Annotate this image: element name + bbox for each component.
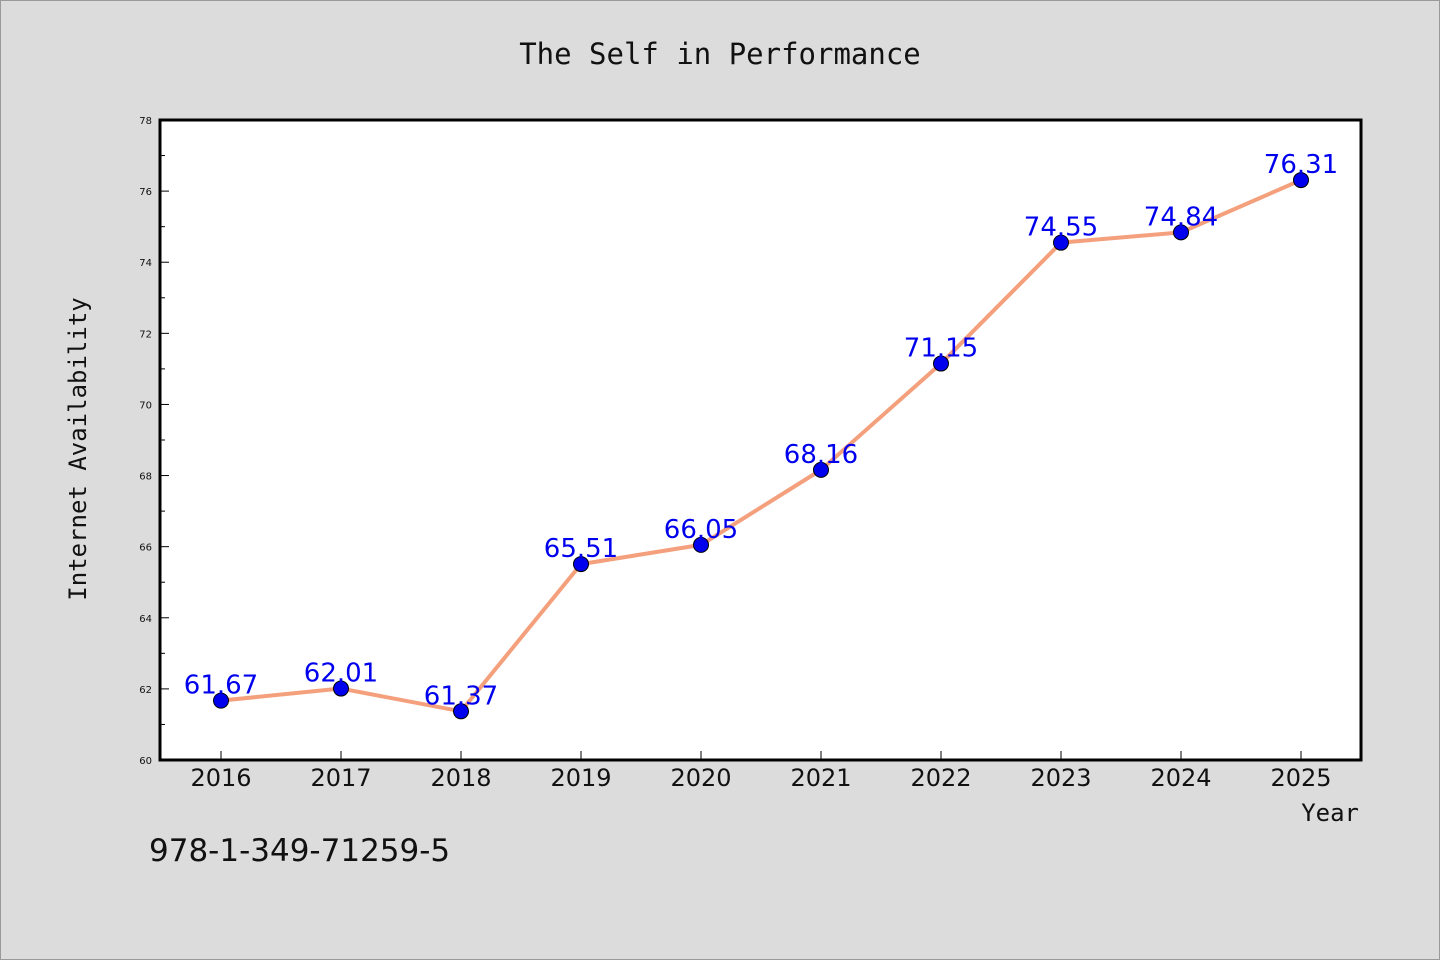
x-tick-label: 2018 — [430, 764, 491, 792]
y-tick-label: 72 — [139, 329, 152, 340]
data-point — [1293, 172, 1309, 189]
x-tick-label: 2019 — [550, 764, 611, 792]
data-label: 74.55 — [1024, 213, 1098, 243]
x-tick-label: 2024 — [1150, 764, 1211, 792]
data-label: 66.05 — [664, 515, 738, 545]
series-line — [220, 178, 1302, 714]
data-label: 65.51 — [544, 534, 618, 564]
y-axis-label: Internet Availability — [64, 297, 92, 600]
y-tick-label: 62 — [139, 685, 152, 696]
data-label: 62.01 — [304, 659, 378, 689]
data-point — [1053, 234, 1069, 251]
data-point — [1173, 224, 1189, 241]
x-axis-label: Year — [1301, 799, 1359, 827]
series-markers — [213, 172, 1309, 720]
y-tick-label: 78 — [139, 116, 152, 127]
data-label: 61.37 — [424, 681, 498, 711]
y-axis: 60 62 64 66 68 70 72 74 76 78 — [139, 116, 169, 767]
data-label: 61.67 — [184, 671, 258, 701]
x-axis: 2016 2017 2018 2019 2020 2021 2022 2023 2024 2025 — [190, 751, 1332, 792]
data-point — [693, 536, 709, 553]
x-tick-label: 2023 — [1030, 764, 1091, 792]
y-tick-label: 74 — [139, 258, 152, 269]
data-label: 68.16 — [784, 440, 858, 470]
data-point — [453, 703, 469, 720]
x-tick-label: 2016 — [190, 764, 251, 792]
x-tick-label: 2025 — [1270, 764, 1331, 792]
y-tick-label: 60 — [139, 756, 152, 767]
data-labels: 61.67 62.01 61.37 65.51 66.05 68.16 71.15 74.55… — [184, 150, 1338, 711]
data-label: 74.84 — [1144, 202, 1218, 232]
data-label: 71.15 — [904, 334, 978, 364]
y-tick-label: 76 — [139, 187, 152, 198]
chart-title: The Self in Performance — [519, 37, 921, 71]
y-tick-label: 64 — [139, 614, 152, 625]
isbn-text: 978-1-349-71259-5 — [149, 833, 451, 869]
x-tick-label: 2020 — [670, 764, 731, 792]
y-tick-label: 70 — [139, 400, 152, 411]
data-label: 76.31 — [1264, 150, 1338, 180]
data-point — [333, 680, 349, 697]
y-tick-label: 68 — [139, 472, 152, 483]
data-point — [213, 692, 229, 709]
data-point — [933, 355, 949, 372]
x-tick-label: 2021 — [790, 764, 851, 792]
data-point — [573, 556, 589, 573]
data-point — [813, 461, 829, 478]
x-tick-label: 2017 — [310, 764, 371, 792]
x-tick-label: 2022 — [910, 764, 971, 792]
plot-area — [158, 118, 1363, 762]
y-tick-label: 66 — [139, 543, 152, 554]
